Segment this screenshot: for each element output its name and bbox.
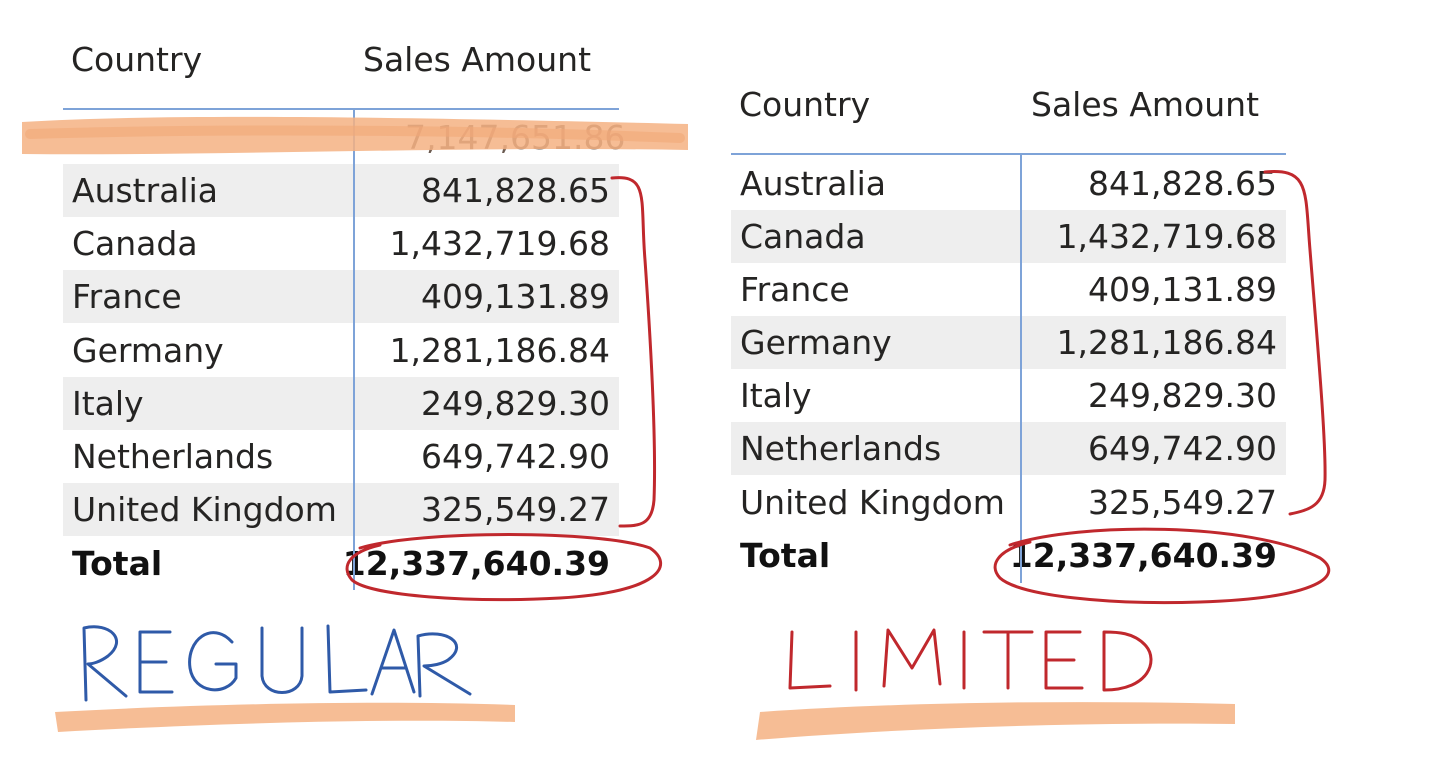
country-cell: France xyxy=(72,277,182,316)
total-value: 12,337,640.39 xyxy=(1009,536,1277,575)
table-row[interactable]: United Kingdom 325,549.27 xyxy=(63,483,619,536)
sales-cell: 841,828.65 xyxy=(1088,164,1277,203)
regular-header-country[interactable]: Country xyxy=(71,40,203,79)
table-row[interactable]: United Kingdom 325,549.27 xyxy=(731,476,1286,529)
sales-cell: 649,742.90 xyxy=(421,437,610,476)
country-cell: Italy xyxy=(740,376,812,415)
sales-cell: 841,828.65 xyxy=(421,171,610,210)
total-row[interactable]: Total 12,337,640.39 xyxy=(731,529,1286,582)
table-row[interactable]: Germany 1,281,186.84 xyxy=(731,316,1286,369)
regular-blank-row-value: 7,147,651.86 xyxy=(405,118,626,157)
sales-cell: 325,549.27 xyxy=(421,490,610,529)
table-row[interactable]: Australia 841,828.65 xyxy=(63,164,619,217)
country-cell: Canada xyxy=(740,217,866,256)
limited-header-sales[interactable]: Sales Amount xyxy=(1031,85,1260,124)
country-cell: Canada xyxy=(72,224,198,263)
sales-cell: 1,432,719.68 xyxy=(1056,217,1277,256)
table-row[interactable]: Netherlands 649,742.90 xyxy=(63,430,619,483)
sales-cell: 1,281,186.84 xyxy=(1056,323,1277,362)
sales-cell: 249,829.30 xyxy=(421,384,610,423)
table-row[interactable]: Canada 1,432,719.68 xyxy=(731,210,1286,263)
sales-cell: 1,432,719.68 xyxy=(389,224,610,263)
country-cell: Australia xyxy=(740,164,886,203)
table-row[interactable]: Italy 249,829.30 xyxy=(63,377,619,430)
sales-cell: 409,131.89 xyxy=(1088,270,1277,309)
table-row[interactable]: Netherlands 649,742.90 xyxy=(731,422,1286,475)
country-cell: Netherlands xyxy=(72,437,274,476)
handwritten-regular xyxy=(82,624,472,702)
country-cell: Australia xyxy=(72,171,218,210)
handwritten-limited xyxy=(788,628,1153,692)
sales-cell: 249,829.30 xyxy=(1088,376,1277,415)
table-row[interactable]: Italy 249,829.30 xyxy=(731,369,1286,422)
sales-cell: 325,549.27 xyxy=(1088,483,1277,522)
country-cell: France xyxy=(740,270,850,309)
country-cell: Germany xyxy=(740,323,892,362)
country-cell: United Kingdom xyxy=(72,490,337,529)
country-cell: Germany xyxy=(72,331,224,370)
country-cell: Italy xyxy=(72,384,144,423)
table-row[interactable]: France 409,131.89 xyxy=(63,270,619,323)
table-row[interactable]: Canada 1,432,719.68 xyxy=(63,217,619,270)
sales-cell: 649,742.90 xyxy=(1088,429,1277,468)
limited-header-country[interactable]: Country xyxy=(739,85,871,124)
sales-cell: 409,131.89 xyxy=(421,277,610,316)
total-row[interactable]: Total 12,337,640.39 xyxy=(63,537,619,590)
table-row[interactable]: Australia 841,828.65 xyxy=(731,157,1286,210)
total-label: Total xyxy=(740,536,831,575)
country-cell: Netherlands xyxy=(740,429,942,468)
country-cell: United Kingdom xyxy=(740,483,1005,522)
limited-column-divider xyxy=(1020,153,1022,583)
total-label: Total xyxy=(72,544,163,583)
total-value: 12,337,640.39 xyxy=(342,544,610,583)
table-row[interactable]: Germany 1,281,186.84 xyxy=(63,324,619,377)
limited-header-divider xyxy=(731,153,1286,155)
regular-header-divider xyxy=(63,108,619,110)
regular-header-sales[interactable]: Sales Amount xyxy=(363,40,592,79)
sales-cell: 1,281,186.84 xyxy=(389,331,610,370)
regular-column-divider xyxy=(353,108,355,590)
highlighter-underline-regular xyxy=(55,702,515,732)
highlighter-underline-limited xyxy=(756,702,1235,740)
table-row[interactable]: France 409,131.89 xyxy=(731,263,1286,316)
